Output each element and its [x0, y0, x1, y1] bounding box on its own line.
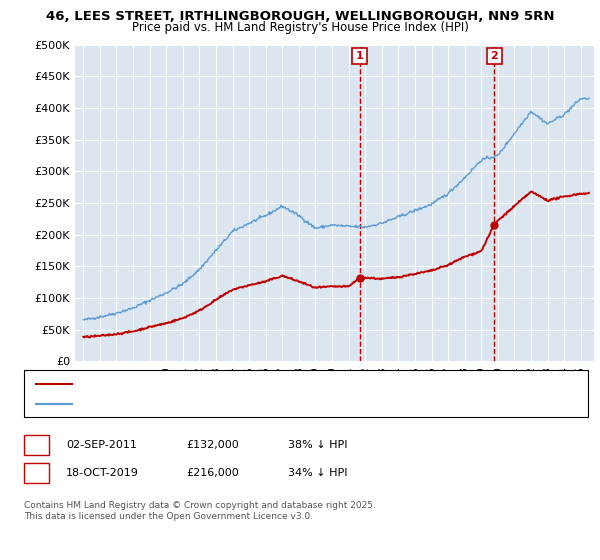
Text: HPI: Average price, detached house, North Northamptonshire: HPI: Average price, detached house, Nort…: [78, 399, 379, 409]
Text: £132,000: £132,000: [186, 440, 239, 450]
Text: 1: 1: [33, 440, 40, 450]
Text: 1: 1: [356, 51, 364, 61]
Text: 02-SEP-2011: 02-SEP-2011: [66, 440, 137, 450]
Text: 34% ↓ HPI: 34% ↓ HPI: [288, 468, 347, 478]
Text: 46, LEES STREET, IRTHLINGBOROUGH, WELLINGBOROUGH, NN9 5RN (detached house): 46, LEES STREET, IRTHLINGBOROUGH, WELLIN…: [78, 379, 505, 389]
Text: 38% ↓ HPI: 38% ↓ HPI: [288, 440, 347, 450]
Text: 2: 2: [33, 468, 40, 478]
Text: £216,000: £216,000: [186, 468, 239, 478]
Text: 18-OCT-2019: 18-OCT-2019: [66, 468, 139, 478]
Text: 2: 2: [490, 51, 498, 61]
Text: Contains HM Land Registry data © Crown copyright and database right 2025.
This d: Contains HM Land Registry data © Crown c…: [24, 501, 376, 521]
Text: Price paid vs. HM Land Registry's House Price Index (HPI): Price paid vs. HM Land Registry's House …: [131, 21, 469, 34]
Text: 46, LEES STREET, IRTHLINGBOROUGH, WELLINGBOROUGH, NN9 5RN: 46, LEES STREET, IRTHLINGBOROUGH, WELLIN…: [46, 10, 554, 23]
